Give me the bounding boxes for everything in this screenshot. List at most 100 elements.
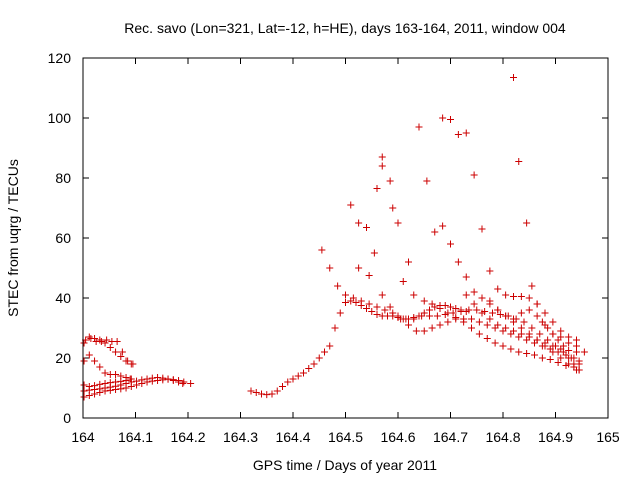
data-point xyxy=(326,264,334,272)
data-point xyxy=(294,372,302,380)
data-point xyxy=(444,318,452,326)
series-arc-15 xyxy=(510,74,583,374)
data-point xyxy=(562,362,570,369)
data-point xyxy=(573,336,580,344)
data-point xyxy=(352,299,360,306)
data-point xyxy=(315,354,323,362)
data-point xyxy=(101,339,109,347)
data-point xyxy=(536,330,544,338)
data-point xyxy=(517,309,525,317)
data-point xyxy=(525,306,533,314)
data-point xyxy=(91,382,99,390)
data-point xyxy=(342,299,349,306)
data-point xyxy=(549,330,557,338)
data-point xyxy=(565,354,573,362)
data-point xyxy=(363,305,370,312)
y-tick-label: 120 xyxy=(48,50,72,66)
data-point xyxy=(87,335,95,342)
data-point xyxy=(502,291,510,299)
data-point xyxy=(415,123,423,131)
data-point xyxy=(412,327,420,335)
data-point xyxy=(528,282,536,290)
data-point xyxy=(525,333,533,341)
data-point xyxy=(428,324,436,332)
data-point xyxy=(570,360,578,368)
x-tick-label: 164.6 xyxy=(380,429,415,445)
data-point xyxy=(475,318,483,326)
data-point xyxy=(363,224,370,231)
data-point xyxy=(310,360,318,368)
data-point xyxy=(510,327,517,335)
data-point xyxy=(462,291,470,299)
data-point xyxy=(118,348,126,356)
data-point xyxy=(468,315,475,323)
data-point xyxy=(279,383,286,390)
data-point xyxy=(544,324,552,332)
data-point xyxy=(486,315,494,323)
data-point xyxy=(457,308,465,315)
data-point xyxy=(368,308,376,315)
data-point xyxy=(101,369,109,377)
data-point xyxy=(159,374,167,382)
data-point xyxy=(342,291,349,299)
data-point xyxy=(284,378,292,386)
x-tick-label: 164 xyxy=(71,429,95,445)
data-point xyxy=(268,390,276,398)
x-tick-label: 164.3 xyxy=(223,429,258,445)
data-point xyxy=(273,387,281,395)
data-point xyxy=(499,342,507,350)
data-point xyxy=(473,306,481,314)
data-point xyxy=(365,272,373,279)
data-point xyxy=(418,312,426,320)
data-point xyxy=(533,312,541,320)
data-point xyxy=(460,318,468,326)
y-axis-label: STEC from uqrg / TECUs xyxy=(5,159,21,317)
data-point xyxy=(531,351,538,359)
data-point xyxy=(517,324,525,332)
data-point xyxy=(96,336,104,344)
data-point xyxy=(349,294,357,302)
data-point xyxy=(378,162,386,170)
series-arc-14 xyxy=(486,297,588,356)
data-point xyxy=(101,380,109,387)
data-point xyxy=(289,375,297,383)
data-point xyxy=(546,356,554,363)
data-point xyxy=(386,177,394,185)
series-arc-13 xyxy=(462,291,580,356)
data-point xyxy=(179,380,187,387)
data-point xyxy=(573,342,580,350)
chart-title: Rec. savo (Lon=321, Lat=-12, h=HE), days… xyxy=(124,20,566,36)
data-point xyxy=(441,302,449,309)
data-point xyxy=(355,219,363,227)
data-point xyxy=(436,321,444,329)
data-point xyxy=(373,185,381,192)
data-point xyxy=(533,300,541,308)
data-point xyxy=(405,321,412,329)
data-point xyxy=(478,309,486,317)
data-point xyxy=(431,228,439,236)
data-point xyxy=(478,225,486,233)
data-point xyxy=(420,297,428,305)
data-point xyxy=(462,129,470,137)
data-point xyxy=(549,348,557,356)
data-point xyxy=(510,74,517,81)
data-point xyxy=(507,345,515,353)
series-arc-7 xyxy=(247,297,470,399)
data-point xyxy=(263,391,271,399)
data-point xyxy=(180,378,188,386)
data-point xyxy=(573,348,580,356)
series-arc-4 xyxy=(80,375,135,390)
data-point xyxy=(96,380,104,388)
data-point xyxy=(554,336,562,344)
data-point xyxy=(510,315,517,323)
data-point xyxy=(154,374,162,381)
data-point xyxy=(112,378,120,386)
data-point xyxy=(96,363,104,371)
data-point xyxy=(252,389,260,396)
data-point xyxy=(331,324,339,332)
data-point xyxy=(423,177,431,185)
data-point xyxy=(486,297,494,305)
data-point xyxy=(80,393,88,401)
data-point xyxy=(355,264,363,272)
data-point xyxy=(143,375,151,383)
